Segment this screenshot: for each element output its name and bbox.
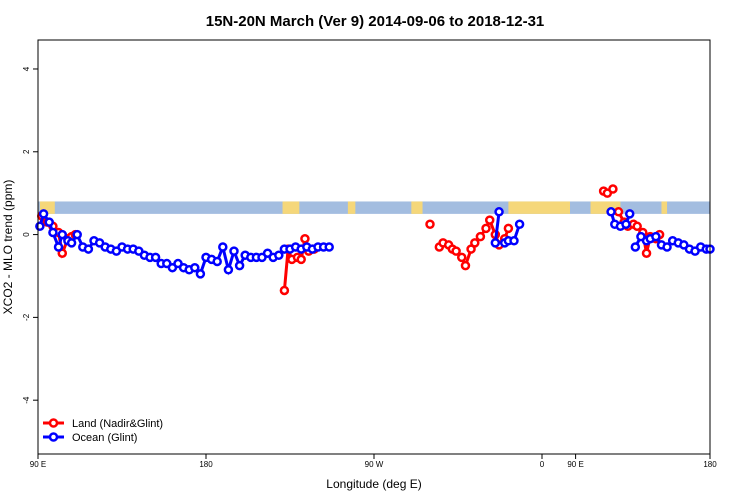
data-point [451,246,461,256]
land-segment [347,201,356,214]
series-ocean [35,207,715,279]
data-point [651,231,661,242]
data-point [57,229,68,240]
data-point [35,221,45,232]
x-axis: 90 E 180 90 W 0 180 90 E [30,454,717,469]
data-point [53,242,64,252]
x-tick-label: 90 E [30,460,46,469]
data-point [456,252,467,263]
data-point [514,219,525,229]
data-point [613,207,624,217]
data-point [44,217,54,227]
data-point [484,215,495,225]
data-point [234,260,245,271]
y-axis: -4 -2 0 2 4 [22,66,38,404]
data-point [38,209,49,219]
y-tick-label: -2 [22,313,31,321]
data-point [274,250,284,261]
y-tick-label: 2 [22,149,31,154]
series-line [493,211,501,244]
land-segment [282,201,300,214]
data-point [606,207,616,217]
data-point [481,223,491,234]
data-point [632,221,642,232]
legend-swatch-marker [48,432,59,442]
legend-label: Land (Nadir&Glint) [72,418,163,430]
land-segment [508,201,570,214]
data-point [72,229,82,240]
y-tick-label: 4 [22,66,31,71]
data-point [212,256,222,267]
data-point [324,242,334,252]
data-point [296,254,306,265]
data-point [608,184,618,194]
legend: Land (Nadir&Glint) Ocean (Glint) [43,418,163,444]
y-tick-label: -4 [22,396,31,404]
x-tick-label: 180 [199,460,213,469]
x-axis-label: Longitude (deg E) [326,477,421,491]
y-axis-label: XCO2 - MLO trend (ppm) [1,180,15,315]
data-point [83,244,94,254]
data-point [229,246,239,256]
data-point [279,285,290,296]
data-point [621,219,631,229]
data-point [223,265,234,275]
x-tick-label: 180 [703,460,717,469]
data-point [150,252,161,263]
x-tick-label: 90 E [567,460,583,469]
data-point [425,219,435,229]
series-layer [35,184,715,296]
data-point [190,262,200,273]
data-point [494,207,504,217]
legend-item: Land (Nadir&Glint) [43,418,163,430]
data-point [470,238,480,248]
legend-swatch-marker [48,418,59,428]
data-point [630,242,641,252]
land-ocean-strip [38,201,710,214]
data-point [662,242,672,252]
x-tick-label: 0 [540,460,545,469]
data-point [195,269,206,279]
land-segment [411,201,423,214]
y-tick-label: 0 [22,232,31,237]
data-point [300,233,310,244]
data-point [48,227,58,238]
data-point [624,209,635,219]
legend-item: Ocean (Glint) [43,432,137,444]
data-point [490,238,501,248]
data-point [475,231,486,242]
land-segment [661,201,668,214]
data-point [503,223,514,234]
legend-label: Ocean (Glint) [72,432,137,444]
data-point [66,238,77,248]
x-tick-label: 90 W [365,460,384,469]
data-point [509,236,519,246]
data-point [218,242,228,252]
data-point [641,248,652,258]
chart-title: 15N-20N March (Ver 9) 2014-09-06 to 2018… [206,13,545,30]
data-point [460,260,471,271]
